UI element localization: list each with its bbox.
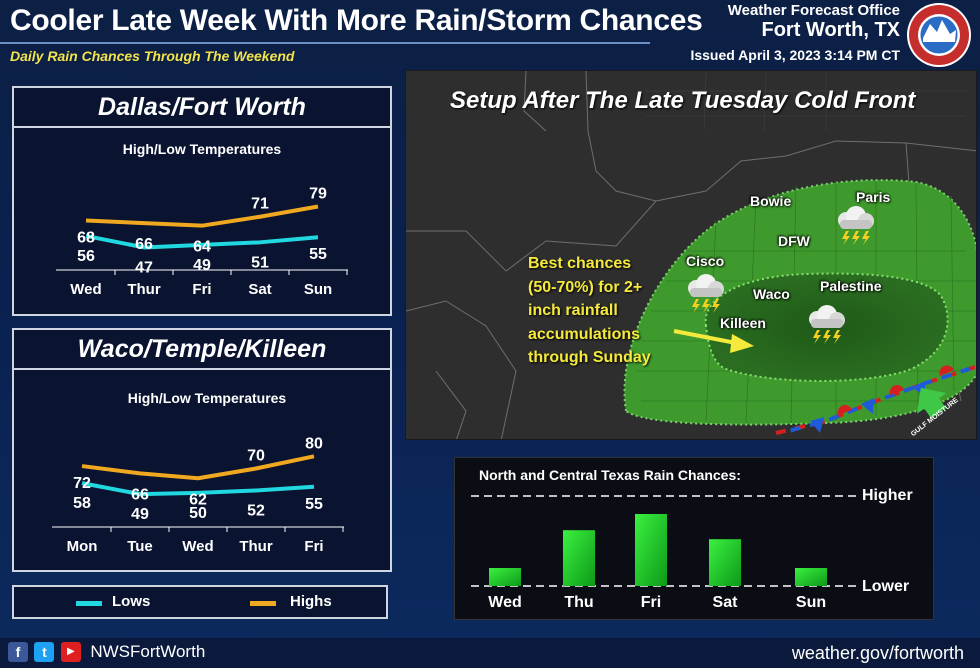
noaa-nws-logo-icon: [907, 3, 971, 67]
high-value-label: 66: [135, 236, 153, 253]
social-handle[interactable]: NWSFortWorth: [90, 642, 206, 661]
header-divider: [0, 42, 650, 44]
thunderstorm-icon: [688, 274, 724, 313]
annotation-line-3: inch rainfall: [528, 302, 618, 319]
city-label-palestine: Palestine: [820, 278, 882, 294]
highs-line: [85, 204, 319, 228]
highs-swatch: [250, 601, 276, 606]
day-tick-label: Sun: [304, 281, 332, 298]
issued-timestamp: Issued April 3, 2023 3:14 PM CT: [690, 47, 900, 63]
rain-chance-bar: [563, 530, 595, 586]
temperature-legend: Lows Highs: [12, 585, 388, 619]
website-link[interactable]: weather.gov/fortworth: [791, 643, 964, 663]
rain-chart-title: North and Central Texas Rain Chances:: [479, 467, 741, 483]
low-value-label: 56: [77, 248, 95, 265]
rain-day-label: Wed: [488, 594, 521, 611]
rain-day-label: Fri: [641, 594, 661, 611]
twitter-icon[interactable]: t: [34, 642, 55, 662]
annotation-line-1: Best chances: [528, 255, 632, 272]
high-value-label: 62: [189, 491, 207, 508]
rain-day-label: Sun: [796, 594, 826, 611]
high-value-label: 70: [247, 448, 265, 465]
high-value-label: 79: [309, 185, 327, 202]
low-value-label: 51: [251, 254, 269, 271]
lower-label: Lower: [862, 578, 910, 595]
city-label-killeen: Killeen: [720, 315, 766, 331]
city-label-dfw: DFW: [778, 233, 810, 249]
day-tick-label: Thur: [239, 538, 272, 555]
annotation-line-5: through Sunday: [528, 349, 651, 366]
low-value-label: 47: [135, 259, 153, 276]
low-value-label: 49: [193, 257, 211, 274]
office-line-2: Fort Worth, TX: [761, 19, 901, 41]
footer-bar: [0, 638, 980, 668]
lows-line: [81, 481, 315, 497]
highs-line: [81, 454, 315, 481]
annotation-arrow: [673, 329, 754, 353]
waco-temperature-chart: High/Low Temperatures 72 66 62 70 80 58 49 50 52…: [52, 390, 344, 555]
rain-chances-plot: North and Central Texas Rain Chances: We…: [471, 467, 861, 611]
high-value-label: 66: [131, 486, 149, 503]
rain-chance-bar: [795, 568, 827, 586]
lows-line: [85, 233, 319, 250]
weather-setup-map: GULF MOISTURE: [405, 70, 977, 440]
day-tick-label: Wed: [182, 538, 213, 555]
highs-legend-label: Highs: [290, 593, 332, 610]
rain-day-label: Thu: [564, 594, 593, 611]
low-value-label: 52: [247, 502, 265, 519]
thunderstorm-icon: [809, 305, 845, 344]
rain-chance-bar: [635, 514, 667, 586]
day-tick-label: Tue: [127, 538, 153, 555]
waco-panel-title: Waco/Temple/Killeen: [12, 328, 392, 370]
city-label-cisco: Cisco: [686, 253, 725, 269]
annotation-line-2: (50-70%) for 2+: [528, 278, 643, 296]
page-subtitle: Daily Rain Chances Through The Weekend: [10, 48, 295, 64]
map-title: Setup After The Late Tuesday Cold Front: [450, 87, 916, 114]
low-value-label: 50: [189, 505, 207, 522]
rain-chance-bar: [709, 539, 741, 586]
city-label-paris: Paris: [856, 189, 891, 205]
dfw-panel-title: Dallas/Fort Worth: [12, 86, 392, 128]
city-label-waco: Waco: [753, 286, 790, 302]
youtube-icon[interactable]: ▶: [60, 642, 81, 662]
best-chances-annotation: Best chances (50-70%) for 2+ inch rainfa…: [528, 252, 678, 370]
rain-day-label: Sat: [713, 594, 739, 611]
rain-chance-bar: [489, 568, 521, 586]
high-value-label: 64: [193, 239, 211, 256]
office-line-1: Weather Forecast Office: [727, 2, 900, 19]
thunderstorm-icon: [838, 206, 874, 245]
social-links: f t ▶ NWSFortWorth: [8, 642, 205, 662]
day-tick-label: Thur: [127, 281, 160, 298]
high-value-label: 68: [77, 230, 95, 247]
dfw-temperature-chart: High/Low Temperatures 68 66 64 71 79 56 47 49 51…: [56, 141, 348, 298]
day-tick-label: Fri: [192, 281, 211, 298]
high-value-label: 80: [305, 435, 323, 452]
low-value-label: 55: [305, 496, 323, 513]
high-value-label: 71: [251, 196, 269, 213]
day-tick-label: Mon: [67, 538, 98, 555]
waco-chart-subtitle: High/Low Temperatures: [128, 390, 287, 406]
higher-label: Higher: [862, 487, 913, 504]
rain-chances-chart: North and Central Texas Rain Chances: We…: [454, 457, 934, 620]
county-lines: [646, 71, 966, 132]
lows-legend-label: Lows: [112, 593, 151, 610]
lows-swatch: [76, 601, 102, 606]
day-tick-label: Sat: [248, 281, 271, 298]
facebook-icon[interactable]: f: [8, 642, 28, 662]
low-value-label: 55: [309, 246, 327, 263]
day-tick-label: Wed: [70, 281, 101, 298]
page-title: Cooler Late Week With More Rain/Storm Ch…: [10, 4, 703, 37]
map-graphic: GULF MOISTURE: [406, 71, 976, 439]
annotation-line-4: accumulations: [528, 325, 641, 343]
high-value-label: 72: [73, 475, 91, 492]
dfw-chart-subtitle: High/Low Temperatures: [123, 141, 282, 157]
low-value-label: 58: [73, 495, 91, 512]
office-block: Weather Forecast Office Fort Worth, TX: [728, 2, 900, 42]
day-tick-label: Fri: [304, 538, 323, 555]
cold-front: [775, 364, 976, 435]
city-label-bowie: Bowie: [750, 193, 792, 209]
low-value-label: 49: [131, 506, 149, 523]
